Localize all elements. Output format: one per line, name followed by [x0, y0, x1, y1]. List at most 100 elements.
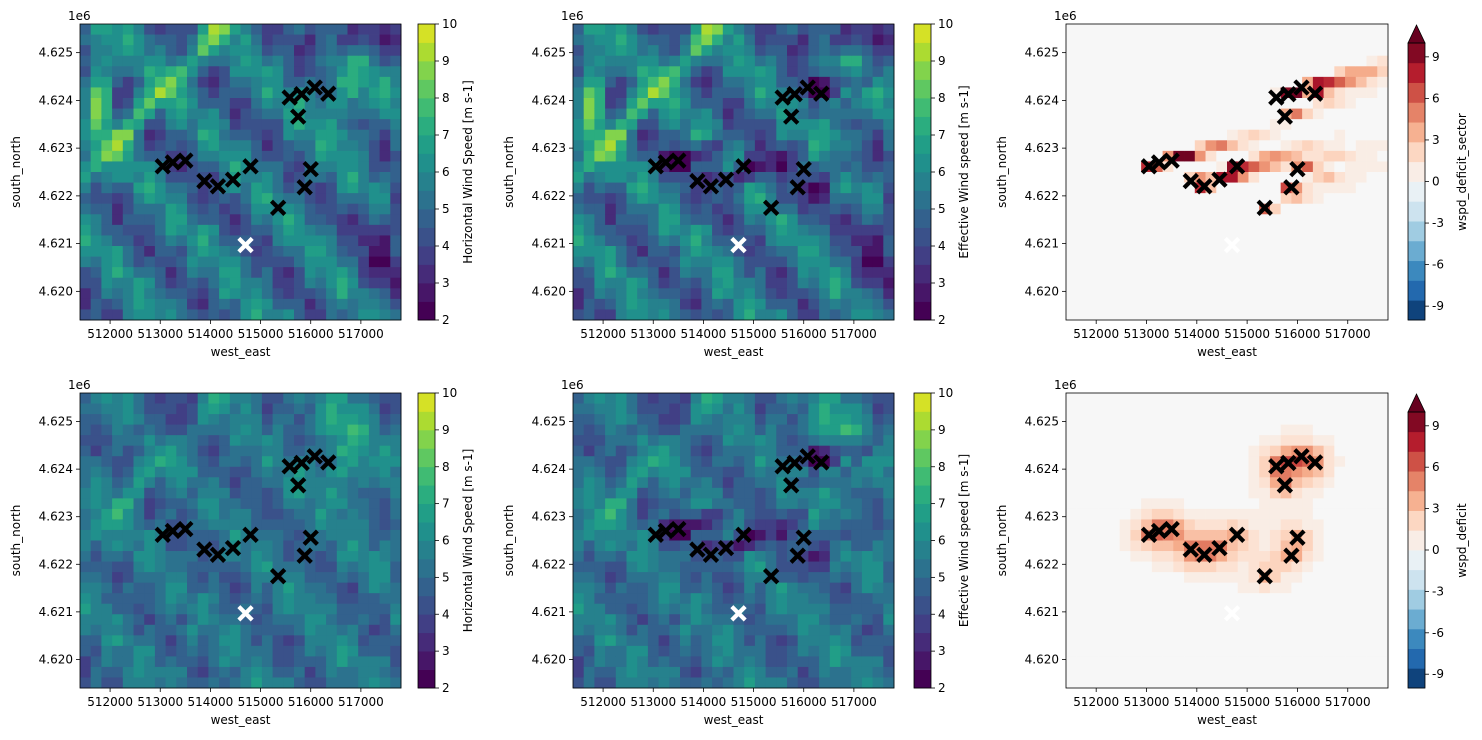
turbine-marker — [799, 79, 816, 96]
colorbar-tick-label: 6 — [938, 165, 946, 179]
y-tick-label: 4.620 — [1025, 652, 1059, 666]
turbine-marker — [302, 529, 319, 546]
plot-frame — [1065, 23, 1389, 321]
turbine-marker — [762, 568, 780, 585]
y-tick-label: 4.622 — [1025, 557, 1059, 571]
x-tick-label: 517000 — [338, 695, 384, 709]
turbine-marker — [1306, 85, 1324, 102]
turbine-marker — [783, 477, 800, 494]
turbine-marker — [774, 458, 791, 475]
colorbar-tick-label: 3 — [442, 644, 450, 658]
colorbar-tick-label: 4 — [442, 607, 450, 621]
colorbar-tick-label: 0 — [1432, 175, 1440, 189]
y-tick-label: 4.625 — [532, 415, 566, 429]
y-tick-label: 4.620 — [532, 652, 566, 666]
y-tick-label: 4.621 — [532, 237, 566, 251]
y-tick-label: 4.621 — [1025, 605, 1059, 619]
colorbar-tick-label: 7 — [938, 497, 946, 511]
colorbar-tick-label: 2 — [938, 681, 946, 695]
turbine-marker — [196, 541, 213, 558]
colorbar-tick-label: 10 — [938, 17, 953, 31]
colorbar-tick-label: 3 — [938, 276, 946, 290]
y-tick-label: 4.621 — [532, 605, 566, 619]
turbine-marker — [735, 526, 752, 543]
turbine-marker — [306, 79, 323, 96]
colorbar-tick-label: 6 — [442, 165, 450, 179]
colorbar-label: Effective Wind speed [m s-1] — [957, 85, 971, 258]
turbine-marker — [164, 522, 181, 540]
turbine-marker — [786, 86, 803, 103]
turbine-marker — [1196, 178, 1213, 195]
x-tick-label: 515000 — [731, 327, 777, 341]
x-tick-label: 512000 — [1073, 327, 1119, 341]
turbine-marker — [164, 154, 181, 171]
colorbar-tick-label: 9 — [1432, 50, 1440, 64]
x-axis-label: west_east — [704, 345, 764, 359]
turbine-marker — [1276, 108, 1294, 125]
turbine-marker — [269, 568, 287, 585]
colorbar-tick-label: 3 — [1432, 133, 1440, 147]
y-tick-label: 4.623 — [1025, 141, 1059, 155]
turbine-marker — [1182, 541, 1199, 558]
x-tick-label: 514000 — [1174, 695, 1220, 709]
y-tick-label: 4.625 — [1025, 415, 1059, 429]
y-tick-label: 4.622 — [39, 189, 73, 203]
colorbar-tick-label: 10 — [938, 386, 953, 400]
x-tick-label: 516000 — [288, 327, 334, 341]
y-tick-label: 4.620 — [532, 284, 566, 298]
turbine-marker — [1293, 79, 1310, 96]
x-tick-label: 517000 — [338, 327, 384, 341]
turbine-marker — [1140, 526, 1158, 543]
turbine-marker — [242, 158, 259, 175]
colorbar-label: Effective Wind speed [m s-1] — [957, 454, 971, 627]
x-tick-label: 512000 — [580, 327, 626, 341]
colorbar-tick-label: 9 — [442, 423, 450, 437]
x-tick-label: 516000 — [781, 695, 827, 709]
colorbar-tick-label: 9 — [442, 54, 450, 68]
turbine-marker — [154, 158, 171, 175]
x-tick-label: 514000 — [1174, 327, 1220, 341]
colorbar-tick-label: -3 — [1432, 584, 1444, 598]
x-tick-label: 513000 — [137, 327, 183, 341]
turbine-marker — [242, 526, 259, 543]
x-tick-label: 513000 — [1124, 695, 1170, 709]
x-tick-label: 517000 — [1325, 327, 1371, 341]
turbine-marker — [1283, 547, 1300, 564]
turbine-marker — [647, 158, 664, 175]
turbine-marker — [735, 158, 752, 175]
turbine-marker — [1256, 199, 1273, 216]
y-offset-label: 1e6 — [561, 9, 584, 23]
colorbar: 2 3 4 5 6 7 8 9 10 Effective Wind speed [m s-1] — [913, 17, 971, 327]
panel-top-right: 512000 513000 514000 515000 516000 517000 west… — [995, 9, 1469, 359]
met-mast-marker — [1223, 605, 1241, 622]
colorbar-tick-label: 5 — [442, 202, 450, 216]
colorbar-tick-label: 8 — [442, 460, 450, 474]
y-tick-label: 4.624 — [1025, 462, 1059, 476]
x-tick-label: 517000 — [831, 327, 877, 341]
y-tick-label: 4.623 — [39, 141, 73, 155]
colorbar-tick-label: 3 — [1432, 502, 1440, 516]
y-tick-label: 4.624 — [532, 462, 566, 476]
y-axis-label: south_north — [995, 505, 1009, 577]
met-mast-marker — [730, 605, 747, 622]
turbine-marker — [1228, 526, 1246, 543]
turbine-marker — [224, 539, 242, 557]
colorbar: 9 6 3 0 -3 -6 -9 wspd_deficit — [1407, 393, 1469, 689]
y-axis-label: south_north — [502, 505, 516, 577]
turbine-marker — [1228, 158, 1246, 175]
plot-frame — [79, 392, 402, 689]
panel-bottom-left: 512000 513000 514000 515000 516000 517000 west… — [9, 378, 475, 727]
turbine-marker — [1293, 448, 1310, 465]
x-tick-label: 513000 — [630, 327, 676, 341]
y-axis-label: south_north — [9, 136, 23, 208]
plot-frame — [572, 23, 895, 321]
turbine-marker — [1150, 522, 1168, 540]
y-tick-label: 4.621 — [1025, 237, 1059, 251]
turbine-marker — [813, 85, 830, 102]
plot-frame — [79, 23, 402, 321]
turbine-marker — [1196, 546, 1213, 563]
turbine-marker — [657, 522, 674, 540]
colorbar-tick-label: 8 — [442, 91, 450, 105]
turbine-marker — [670, 152, 687, 169]
x-tick-label: 514000 — [188, 327, 234, 341]
